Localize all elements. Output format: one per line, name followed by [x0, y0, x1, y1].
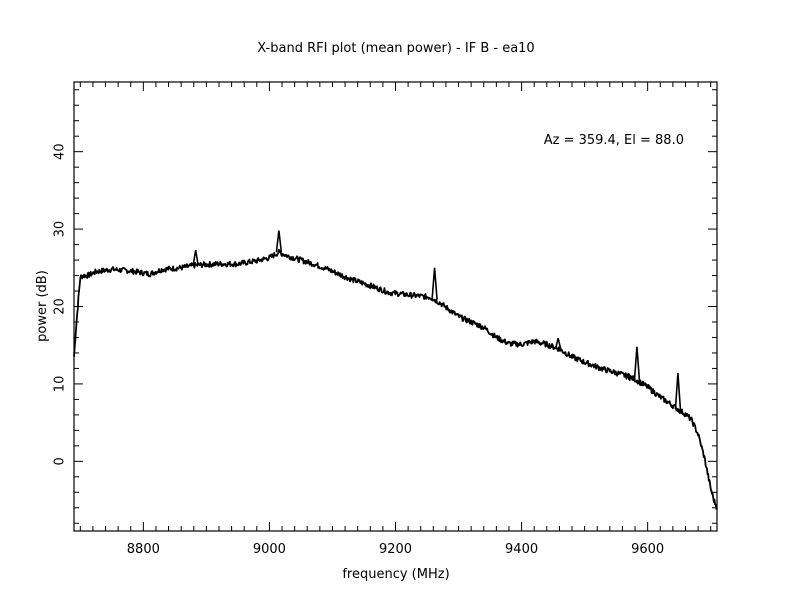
y-axis-label: power (dB) [35, 270, 50, 342]
axis-ticks [74, 82, 717, 531]
x-tick-label: 9600 [631, 542, 664, 557]
rfi-spike [633, 346, 641, 381]
rfi-spike [554, 338, 562, 349]
x-tick-label: 9400 [505, 542, 538, 557]
y-tick-label: 0 [53, 457, 68, 465]
rfi-spike [431, 267, 438, 300]
rfi-spike [192, 249, 199, 266]
x-tick-label: 8800 [127, 542, 160, 557]
y-tick-label: 40 [53, 143, 68, 160]
y-tick-label: 20 [53, 298, 68, 315]
y-tick-label: 30 [53, 221, 68, 238]
rfi-spike [625, 372, 632, 378]
rfi-spike [674, 373, 682, 410]
chart-title: X-band RFI plot (mean power) - IF B - ea… [257, 41, 534, 56]
axis-tick-labels: 8800 9000 9200 9400 9600 0 10 20 30 40 [53, 143, 665, 557]
power-series-line [73, 248, 718, 510]
chart-annotation: Az = 359.4, El = 88.0 [544, 133, 684, 148]
x-tick-label: 9000 [253, 542, 286, 557]
x-tick-label: 9200 [379, 542, 412, 557]
rfi-spikes [192, 230, 682, 410]
rfi-spike [275, 230, 283, 253]
plot-frame [73, 81, 718, 532]
x-axis-label: frequency (MHz) [342, 567, 449, 582]
y-tick-label: 10 [53, 376, 68, 393]
